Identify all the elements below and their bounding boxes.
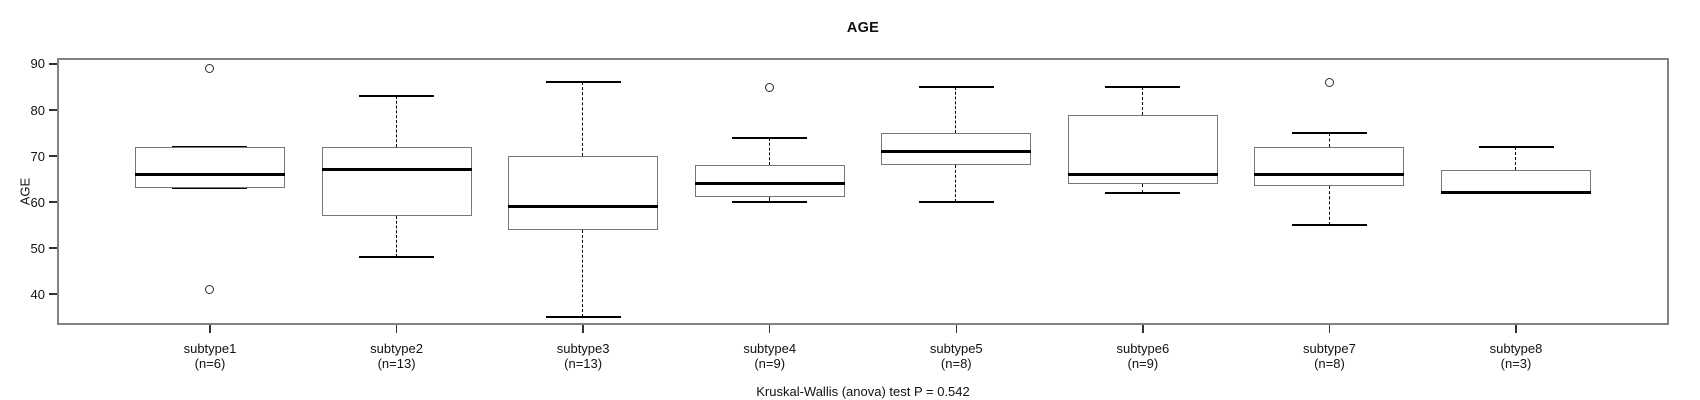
y-tick-label: 70 [30, 148, 45, 164]
x-tick [955, 325, 957, 333]
outlier-point [205, 64, 215, 74]
category-label: subtype2 [370, 341, 423, 356]
median-line [881, 149, 1032, 154]
whisker-cap-lower [1291, 224, 1367, 226]
whisker-upper [1328, 133, 1330, 147]
y-tick [49, 63, 57, 65]
chart-title: AGE [846, 20, 880, 36]
x-tick [395, 325, 398, 333]
whisker-upper [955, 87, 957, 134]
whisker-lower [768, 197, 770, 203]
whisker-cap-lower [918, 201, 994, 203]
caption: Kruskal-Wallis (anova) test P = 0.542 [756, 384, 970, 399]
x-tick [209, 325, 211, 333]
box [881, 133, 1032, 166]
box [1067, 114, 1218, 184]
whisker-cap-upper [1291, 132, 1367, 134]
category-label: subtype4 [743, 341, 797, 356]
x-tick [582, 325, 584, 333]
category-label: subtype7 [1303, 341, 1356, 356]
box [1441, 169, 1591, 193]
box [508, 156, 659, 230]
y-tick [49, 109, 57, 111]
outlier-point [765, 82, 775, 92]
whisker-cap-lower [732, 201, 808, 203]
median-line [1441, 191, 1591, 195]
outlier-point [1324, 77, 1334, 87]
whisker-cap-lower [545, 316, 621, 319]
whisker-upper [395, 96, 397, 147]
x-tick [769, 325, 771, 333]
outlier-point [205, 285, 215, 295]
category-n-label: (n=8) [1314, 356, 1345, 371]
whisker-lower [582, 229, 584, 318]
category-label: subtype3 [556, 341, 610, 356]
median-line [134, 172, 285, 177]
whisker-cap-upper [1478, 145, 1554, 148]
box [694, 165, 845, 198]
whisker-cap-lower [359, 256, 435, 259]
category-n-label: (n=3) [1500, 356, 1532, 371]
whisker-cap-upper [359, 95, 435, 98]
y-tick-label: 60 [30, 194, 45, 210]
y-tick-label: 90 [30, 56, 45, 72]
y-axis-label: AGE [17, 177, 33, 206]
box [321, 146, 472, 216]
x-tick [1328, 325, 1331, 333]
whisker-cap-lower [172, 187, 248, 190]
category-n-label: (n=6) [194, 356, 226, 371]
plot-frame [57, 58, 1669, 325]
median-line [1254, 172, 1405, 177]
category-label: subtype6 [1116, 341, 1170, 356]
category-label: subtype1 [183, 341, 237, 356]
whisker-lower [395, 215, 397, 258]
x-tick [1515, 325, 1517, 333]
y-tick-label: 80 [30, 102, 45, 118]
whisker-upper [582, 82, 584, 157]
category-n-label: (n=8) [940, 356, 972, 371]
category-n-label: (n=9) [754, 356, 786, 371]
whisker-upper [1515, 146, 1517, 170]
y-tick [49, 293, 57, 295]
y-tick-label: 40 [30, 286, 45, 302]
whisker-cap-upper [732, 136, 808, 139]
box [134, 146, 285, 189]
median-line [694, 182, 845, 186]
x-tick [1142, 325, 1144, 333]
whisker-lower [955, 165, 957, 203]
category-label: subtype8 [1489, 341, 1543, 356]
whisker-cap-upper [918, 86, 994, 88]
whisker-upper [1142, 87, 1144, 115]
whisker-upper [768, 137, 770, 166]
category-n-label: (n=13) [564, 356, 603, 371]
category-n-label: (n=13) [377, 356, 416, 371]
whisker-cap-upper [172, 145, 248, 148]
y-tick [49, 247, 57, 249]
category-label: subtype5 [929, 341, 983, 356]
y-tick-label: 50 [30, 240, 45, 256]
whisker-lower [1142, 183, 1144, 193]
category-n-label: (n=9) [1127, 356, 1159, 371]
whisker-lower [1328, 185, 1330, 226]
whisker-cap-upper [545, 81, 621, 84]
median-line [508, 205, 659, 209]
box [1254, 146, 1405, 186]
median-line [321, 168, 472, 172]
y-tick [49, 201, 57, 203]
whisker-cap-upper [1105, 86, 1181, 88]
y-tick [49, 155, 57, 157]
median-line [1067, 172, 1218, 177]
whisker-cap-lower [1105, 191, 1181, 194]
